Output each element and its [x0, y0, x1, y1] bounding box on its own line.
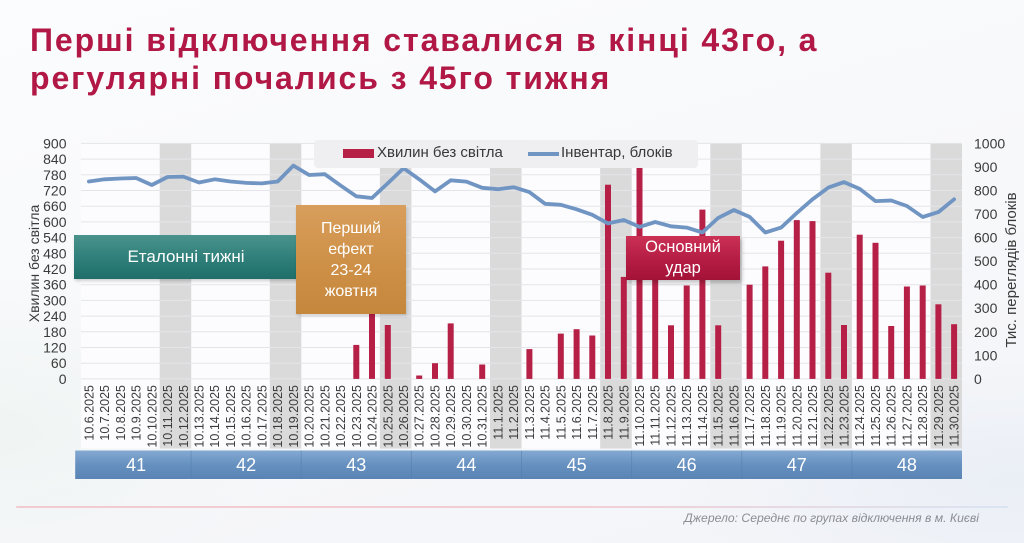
svg-text:10.26.2025: 10.26.2025 [397, 385, 411, 448]
svg-text:120: 120 [43, 340, 67, 356]
svg-text:10.16.2025: 10.16.2025 [240, 385, 254, 448]
svg-text:10.22.2025: 10.22.2025 [334, 385, 348, 448]
svg-text:11.13.2025: 11.13.2025 [680, 385, 694, 447]
svg-text:1000: 1000 [974, 135, 1005, 151]
svg-text:41: 41 [126, 455, 146, 475]
svg-text:10.11.2025: 10.11.2025 [161, 385, 175, 447]
svg-text:10.21.2025: 10.21.2025 [318, 385, 332, 448]
svg-text:10.13.2025: 10.13.2025 [193, 385, 207, 448]
svg-text:720: 720 [43, 183, 67, 199]
svg-text:11.10.2025: 11.10.2025 [633, 385, 647, 447]
svg-text:660: 660 [43, 198, 67, 214]
svg-text:11.26.2025: 11.26.2025 [885, 385, 899, 447]
svg-text:10.12.2025: 10.12.2025 [177, 385, 191, 448]
svg-text:480: 480 [43, 245, 67, 261]
svg-text:10.30.2025: 10.30.2025 [460, 385, 474, 448]
svg-text:0: 0 [974, 371, 982, 387]
svg-text:47: 47 [787, 455, 807, 475]
svg-text:240: 240 [43, 308, 67, 324]
svg-text:10.10.2025: 10.10.2025 [145, 385, 159, 448]
svg-text:10.19.2025: 10.19.2025 [287, 385, 301, 448]
svg-text:11.18.2025: 11.18.2025 [759, 385, 773, 447]
svg-text:11.17.2025: 11.17.2025 [743, 385, 757, 447]
svg-text:10.7.2025: 10.7.2025 [98, 385, 112, 441]
svg-text:11.9.2025: 11.9.2025 [617, 385, 631, 440]
svg-text:800: 800 [974, 183, 998, 199]
svg-text:11.27.2025: 11.27.2025 [900, 385, 914, 447]
svg-text:45: 45 [567, 455, 587, 475]
svg-text:500: 500 [974, 253, 998, 269]
svg-text:11.21.2025: 11.21.2025 [806, 385, 820, 447]
svg-text:10.20.2025: 10.20.2025 [303, 385, 317, 448]
svg-text:900: 900 [43, 135, 67, 151]
svg-text:10.24.2025: 10.24.2025 [366, 385, 380, 448]
svg-text:11.23.2025: 11.23.2025 [838, 385, 852, 447]
svg-text:42: 42 [236, 455, 256, 475]
svg-text:10.29.2025: 10.29.2025 [444, 385, 458, 448]
svg-text:11.28.2025: 11.28.2025 [916, 385, 930, 447]
svg-text:10.18.2025: 10.18.2025 [271, 385, 285, 448]
svg-text:11.24.2025: 11.24.2025 [853, 385, 867, 447]
svg-text:420: 420 [43, 261, 67, 277]
svg-text:10.25.2025: 10.25.2025 [381, 385, 395, 448]
svg-text:180: 180 [43, 324, 67, 340]
svg-text:300: 300 [974, 300, 998, 316]
svg-text:11.22.2025: 11.22.2025 [822, 385, 836, 447]
svg-text:600: 600 [43, 214, 67, 230]
svg-text:11.5.2025: 11.5.2025 [554, 385, 568, 440]
svg-text:11.1.2025: 11.1.2025 [491, 385, 505, 440]
svg-text:840: 840 [43, 151, 67, 167]
svg-text:400: 400 [974, 277, 998, 293]
svg-text:46: 46 [677, 455, 697, 475]
svg-text:48: 48 [897, 455, 917, 475]
svg-text:Тис. переглядів блоків: Тис. переглядів блоків [1003, 192, 1020, 347]
svg-text:11.15.2025: 11.15.2025 [712, 385, 726, 447]
svg-text:11.7.2025: 11.7.2025 [586, 385, 600, 440]
svg-text:0: 0 [59, 371, 67, 387]
svg-text:11.16.2025: 11.16.2025 [727, 385, 741, 447]
svg-text:11.3.2025: 11.3.2025 [523, 385, 537, 440]
svg-text:11.19.2025: 11.19.2025 [775, 385, 789, 447]
svg-text:10.9.2025: 10.9.2025 [130, 385, 144, 441]
svg-text:11.20.2025: 11.20.2025 [790, 385, 804, 447]
svg-text:10.27.2025: 10.27.2025 [413, 385, 427, 448]
svg-text:540: 540 [43, 230, 67, 246]
svg-text:10.23.2025: 10.23.2025 [350, 385, 364, 448]
svg-text:200: 200 [974, 324, 998, 340]
svg-text:11.30.2025: 11.30.2025 [948, 385, 962, 447]
svg-text:10.8.2025: 10.8.2025 [114, 385, 128, 441]
svg-text:11.11.2025: 11.11.2025 [649, 385, 663, 446]
svg-text:10.17.2025: 10.17.2025 [255, 385, 269, 448]
svg-text:10.15.2025: 10.15.2025 [224, 385, 238, 448]
svg-text:10.28.2025: 10.28.2025 [429, 385, 443, 448]
svg-text:10.31.2025: 10.31.2025 [476, 385, 490, 448]
svg-text:11.8.2025: 11.8.2025 [602, 385, 616, 440]
svg-text:11.29.2025: 11.29.2025 [932, 385, 946, 447]
svg-text:780: 780 [43, 167, 67, 183]
svg-text:100: 100 [974, 347, 998, 363]
svg-text:10.14.2025: 10.14.2025 [208, 385, 222, 448]
svg-text:43: 43 [346, 455, 366, 475]
svg-text:Хвилин без світла: Хвилин без світла [26, 205, 42, 323]
svg-text:60: 60 [51, 355, 67, 371]
svg-text:11.12.2025: 11.12.2025 [665, 385, 679, 447]
svg-text:360: 360 [43, 277, 67, 293]
svg-text:44: 44 [456, 455, 476, 475]
svg-text:11.14.2025: 11.14.2025 [696, 385, 710, 447]
svg-text:600: 600 [974, 230, 998, 246]
svg-text:11.2.2025: 11.2.2025 [507, 385, 521, 440]
svg-text:11.25.2025: 11.25.2025 [869, 385, 883, 447]
svg-text:300: 300 [43, 292, 67, 308]
svg-text:11.6.2025: 11.6.2025 [570, 385, 584, 440]
svg-text:900: 900 [974, 159, 998, 175]
svg-text:11.4.2025: 11.4.2025 [539, 385, 553, 440]
svg-text:700: 700 [974, 206, 998, 222]
svg-text:10.6.2025: 10.6.2025 [82, 385, 96, 441]
